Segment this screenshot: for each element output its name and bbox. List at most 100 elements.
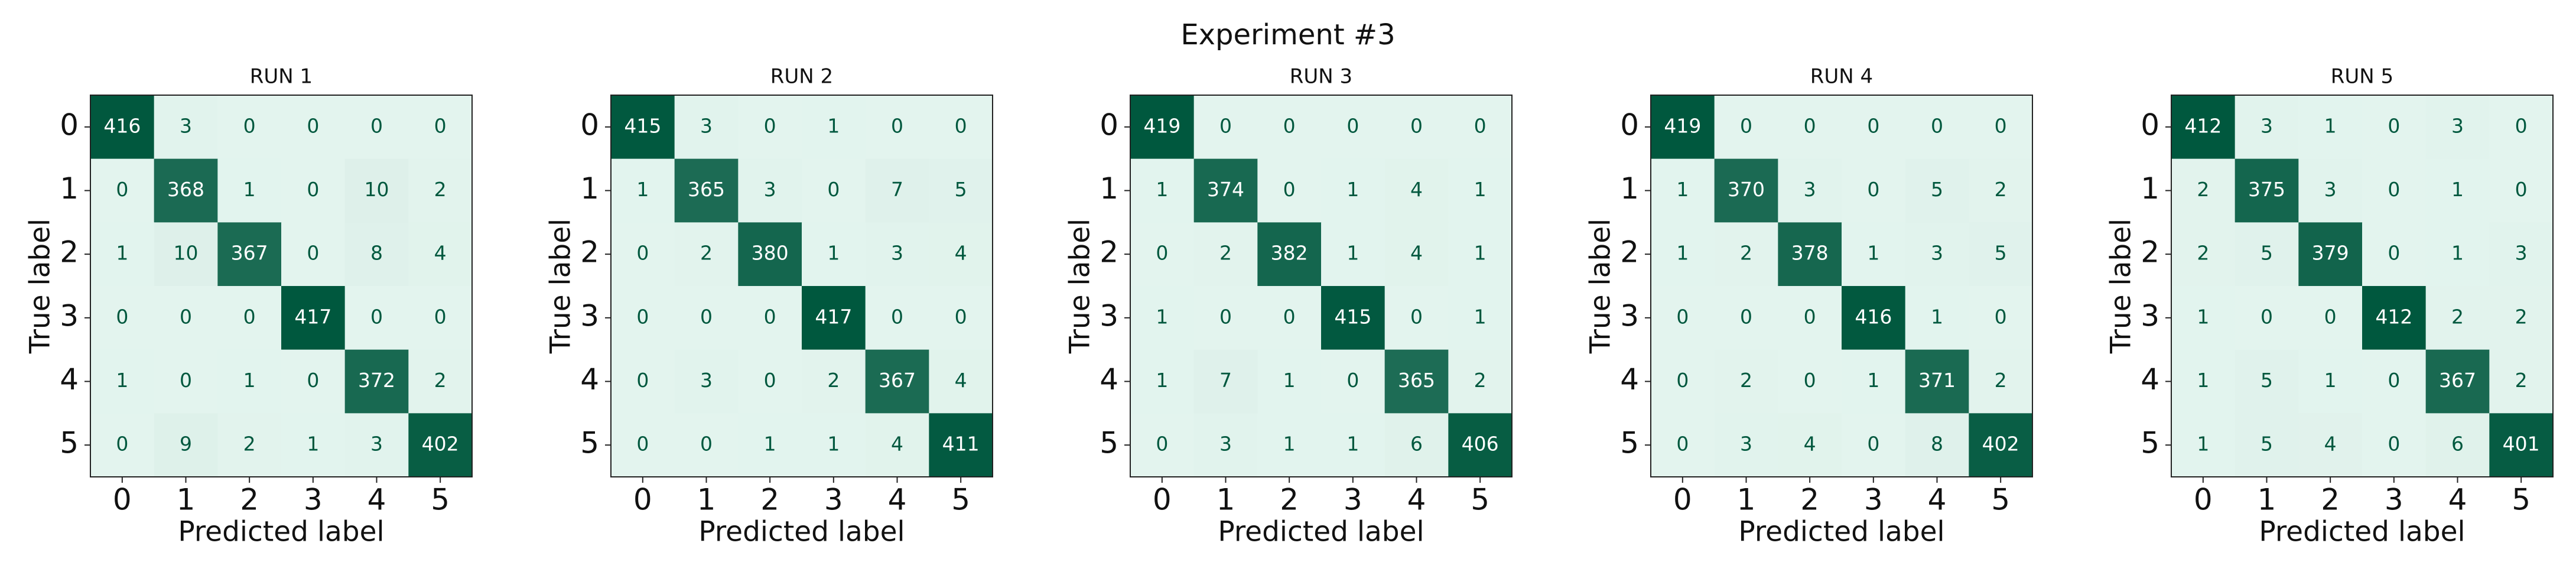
cell <box>1714 286 1778 350</box>
cell <box>90 349 155 414</box>
cell <box>281 95 346 160</box>
frame <box>1650 95 2033 477</box>
x-tick-label: 0 <box>113 483 132 517</box>
cell <box>1842 286 1906 350</box>
cell-label: 2 <box>1740 242 1752 265</box>
cell <box>2298 413 2363 477</box>
cell-label: 0 <box>116 433 128 456</box>
cell-label: 0 <box>1995 305 2007 328</box>
cell <box>2298 158 2363 223</box>
cell-label: 4 <box>1410 178 1423 201</box>
y-axis-label: True label <box>545 219 577 354</box>
cell-label: 374 <box>1207 178 1244 201</box>
cell <box>1321 349 1385 414</box>
cell <box>611 286 675 350</box>
cell <box>1969 95 2033 160</box>
cell-label: 0 <box>636 433 649 456</box>
cell <box>408 158 473 223</box>
cell-label: 0 <box>1676 433 1689 456</box>
cell <box>865 95 929 160</box>
x-tick-label: 5 <box>431 483 450 517</box>
cell-label: 5 <box>1931 178 1943 201</box>
cell <box>1193 95 1258 160</box>
cell-label: 0 <box>370 305 383 328</box>
cell <box>1905 222 1969 287</box>
cell <box>154 222 218 287</box>
cell-label: 0 <box>764 369 776 392</box>
cell <box>217 349 282 414</box>
cell <box>1448 349 1513 414</box>
cell <box>281 413 346 477</box>
cell-label: 0 <box>180 305 192 328</box>
cell-label: 1 <box>2324 369 2337 392</box>
cell-label: 0 <box>1867 178 1879 201</box>
cell <box>865 286 929 350</box>
cell <box>2489 158 2554 223</box>
cell <box>344 222 409 287</box>
cell <box>1714 413 1778 477</box>
cell <box>1969 286 2033 350</box>
cell-label: 1 <box>307 433 319 456</box>
cell-label: 2 <box>434 178 447 201</box>
cell-label: 0 <box>636 242 649 265</box>
cell <box>674 286 739 350</box>
cell-label: 5 <box>2260 369 2273 392</box>
cell-label: 0 <box>1410 114 1423 137</box>
cell <box>674 158 739 223</box>
cell-label: 379 <box>2312 242 2349 265</box>
cell <box>408 349 473 414</box>
cell <box>2425 286 2490 350</box>
cell <box>738 349 802 414</box>
cell <box>1714 222 1778 287</box>
cell-label: 8 <box>1931 433 1943 456</box>
cell <box>154 413 218 477</box>
cell-label: 1 <box>1676 242 1689 265</box>
cell-label: 10 <box>174 242 199 265</box>
x-tick-label: 1 <box>697 483 716 517</box>
y-tick-label: 4 <box>60 362 79 396</box>
cell-label: 367 <box>879 369 916 392</box>
cell-label: 0 <box>307 178 319 201</box>
cell-label: 1 <box>636 178 649 201</box>
cell-label: 2 <box>2515 369 2528 392</box>
y-tick-label: 0 <box>1100 108 1118 142</box>
cell <box>154 349 218 414</box>
cell-label: 1 <box>1474 305 1487 328</box>
y-tick-label: 5 <box>580 426 599 460</box>
cell <box>1651 95 1715 160</box>
cell-label: 1 <box>2324 114 2337 137</box>
cell <box>1448 158 1513 223</box>
y-tick-label: 4 <box>2141 362 2159 396</box>
cell <box>2362 222 2427 287</box>
cell-label: 1 <box>243 369 256 392</box>
cell <box>1321 413 1385 477</box>
cell <box>1384 349 1449 414</box>
cell <box>1714 95 1778 160</box>
cell-label: 1 <box>1931 305 1943 328</box>
cell <box>2362 286 2427 350</box>
x-tick-label: 4 <box>1928 483 1947 517</box>
cell-label: 382 <box>1271 242 1308 265</box>
y-tick-label: 0 <box>60 108 79 142</box>
cell-label: 1 <box>764 433 776 456</box>
cell <box>2489 222 2554 287</box>
cell-label: 0 <box>1346 114 1359 137</box>
cell <box>2171 413 2236 477</box>
cell <box>1321 158 1385 223</box>
cell <box>1193 413 1258 477</box>
cell-label: 4 <box>891 433 903 456</box>
cell-label: 0 <box>2515 178 2528 201</box>
panel-title: RUN 2 <box>770 65 833 89</box>
cell-label: 1 <box>2451 178 2464 201</box>
figure-title: Experiment #3 <box>1180 18 1395 51</box>
cell-label: 416 <box>103 114 141 137</box>
cell-label: 3 <box>1219 433 1232 456</box>
cell-label: 2 <box>2197 178 2209 201</box>
x-tick-label: 1 <box>177 483 196 517</box>
cell <box>2235 349 2299 414</box>
cell <box>2489 95 2554 160</box>
y-tick-label: 5 <box>1620 426 1639 460</box>
cell-label: 0 <box>1676 305 1689 328</box>
cell-label: 0 <box>1740 305 1752 328</box>
